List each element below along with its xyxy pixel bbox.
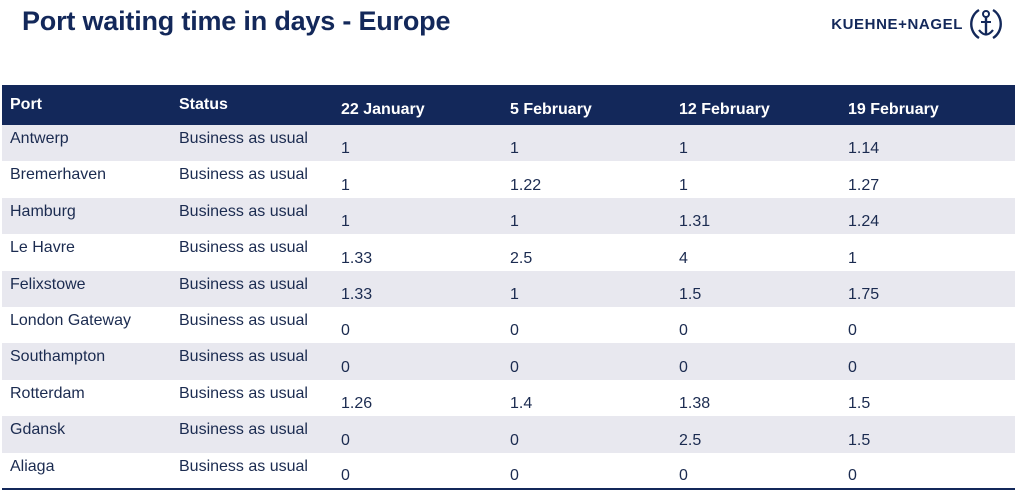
table-row: Antwerp Business as usual 1 1 1 1.14: [2, 125, 1015, 162]
table-row: Hamburg Business as usual 1 1 1.31 1.24: [2, 197, 1015, 235]
column-header-19-february: 19 February: [848, 101, 939, 118]
port-cell: Rotterdam: [10, 384, 85, 402]
value-19-february: 1.14: [848, 140, 880, 158]
status-cell: Business as usual: [179, 130, 308, 147]
value-22-january: 0: [341, 322, 350, 340]
value-12-february: 1: [679, 176, 688, 194]
value-5-february: 0: [510, 358, 519, 376]
value-22-january: 0: [341, 466, 350, 484]
status-cell: Business as usual: [179, 202, 308, 220]
value-19-february: 1: [848, 249, 857, 267]
value-19-february: 1.5: [848, 395, 871, 413]
port-cell: Southampton: [10, 348, 106, 366]
port-cell: Gdansk: [10, 421, 66, 439]
status-cell: Business as usual: [179, 239, 308, 257]
value-22-january: 1.33: [341, 249, 373, 267]
table-header-row: Port Status 22 January 5 February 12 Feb…: [2, 85, 1015, 125]
column-header-22-january: 22 January: [341, 101, 425, 118]
column-header-5-february: 5 February: [510, 101, 592, 118]
value-12-february: 1: [679, 140, 688, 158]
anchor-icon: [970, 8, 1002, 40]
status-cell: Business as usual: [179, 421, 308, 439]
port-cell: Hamburg: [10, 202, 76, 220]
value-5-february: 1: [510, 140, 519, 158]
value-5-february: 1.4: [510, 395, 533, 413]
port-cell: Le Havre: [10, 239, 75, 257]
value-19-february: 1.5: [848, 431, 871, 449]
table-row: Rotterdam Business as usual 1.26 1.4 1.38 1.5: [2, 380, 1015, 416]
value-22-january: 0: [341, 431, 350, 449]
table-row: Aliaga Business as usual 0 0 0 0: [2, 453, 1015, 489]
value-12-february: 2.5: [679, 431, 702, 449]
port-waiting-table: Port Status 22 January 5 February 12 Feb…: [2, 85, 1015, 490]
value-12-february: 1.5: [679, 285, 702, 303]
column-header-port: Port: [10, 96, 42, 113]
value-19-february: 0: [848, 358, 857, 376]
value-19-february: 0: [848, 466, 857, 484]
status-cell: Business as usual: [179, 311, 308, 329]
value-12-february: 0: [679, 466, 688, 484]
value-5-february: 0: [510, 322, 519, 340]
value-12-february: 1.38: [679, 395, 711, 413]
table-row: Le Havre Business as usual 1.33 2.5 4 1: [2, 234, 1015, 270]
logo-text: KUEHNE+NAGEL: [831, 15, 963, 33]
value-12-february: 1.31: [679, 213, 711, 231]
status-cell: Business as usual: [179, 348, 308, 366]
table-row: Southampton Business as usual 0 0 0 0: [2, 343, 1015, 380]
value-5-february: 1: [510, 213, 519, 231]
value-22-january: 1: [341, 140, 350, 158]
brand-logo: KUEHNE+NAGEL: [831, 4, 1003, 44]
port-cell: Felixstowe: [10, 275, 86, 293]
status-cell: Business as usual: [179, 275, 308, 293]
value-12-february: 0: [679, 322, 688, 340]
value-22-january: 1.26: [341, 395, 373, 413]
table-row: Gdansk Business as usual 0 0 2.5 1.5: [2, 416, 1015, 453]
value-22-january: 1.33: [341, 285, 373, 303]
value-5-february: 2.5: [510, 249, 533, 267]
value-5-february: 1.22: [510, 176, 542, 194]
table-row: London Gateway Business as usual 0 0 0 0: [2, 307, 1015, 343]
table-row: Felixstowe Business as usual 1.33 1 1.5 1.75: [2, 270, 1015, 307]
port-cell: Bremerhaven: [10, 166, 107, 184]
page-title: Port waiting time in days - Europe: [22, 6, 451, 36]
status-cell: Business as usual: [179, 166, 308, 184]
column-header-status: Status: [179, 96, 228, 113]
port-cell: London Gateway: [10, 311, 131, 329]
status-cell: Business as usual: [179, 457, 308, 475]
status-cell: Business as usual: [179, 384, 308, 402]
port-cell: Aliaga: [10, 457, 55, 475]
value-19-february: 1.75: [848, 285, 880, 303]
value-22-january: 1: [341, 213, 350, 231]
port-cell: Antwerp: [10, 130, 69, 147]
value-5-february: 0: [510, 466, 519, 484]
value-12-february: 0: [679, 358, 688, 376]
value-22-january: 0: [341, 358, 350, 376]
column-header-12-february: 12 February: [679, 101, 770, 118]
value-12-february: 4: [679, 249, 688, 267]
value-19-february: 1.27: [848, 176, 880, 194]
value-19-february: 0: [848, 322, 857, 340]
value-22-january: 1: [341, 176, 350, 194]
value-19-february: 1.24: [848, 213, 880, 231]
value-5-february: 0: [510, 431, 519, 449]
value-5-february: 1: [510, 285, 519, 303]
table-row: Bremerhaven Business as usual 1 1.22 1 1.27: [2, 161, 1015, 197]
